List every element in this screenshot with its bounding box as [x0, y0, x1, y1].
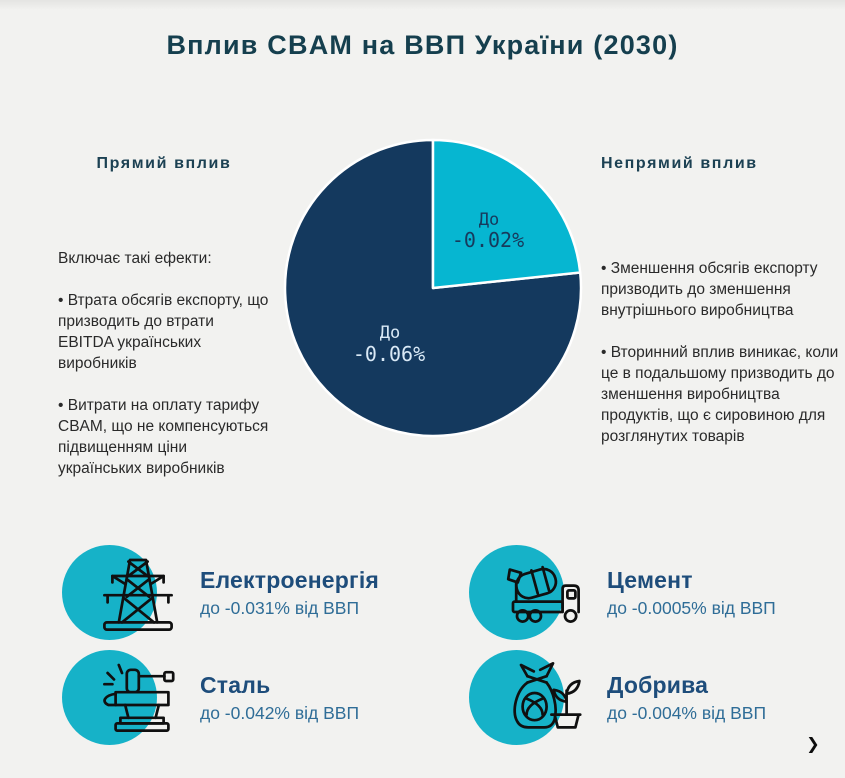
direct-impact-bullet-1: • Втрата обсягів експорту, що призводить… [58, 292, 269, 372]
pie-slice-indirect-impact [431, 138, 582, 290]
sector-item-cement: Цемент до -0.0005% від ВВП [469, 545, 819, 645]
sector-impact: до -0.004% від ВВП [607, 703, 767, 723]
sector-impact: до -0.042% від ВВП [200, 703, 360, 723]
page-title: Вплив CBAM на ВВП України (2030) [166, 30, 679, 60]
pie-label-direct-prefix: До [380, 323, 400, 343]
indirect-impact-bullet-2: • Вторинний вплив виникає, коли це в под… [601, 344, 839, 445]
sector-impact: до -0.0005% від ВВП [607, 598, 776, 618]
direct-impact-bullet-2: • Витрати на оплату тарифу CBAM, що не к… [58, 397, 269, 477]
direct-impact-heading: Прямий вплив [96, 155, 232, 172]
pie-label-indirect-prefix: До [479, 210, 499, 230]
pie-label-indirect-value: -0.02% [452, 228, 524, 252]
sector-impact: до -0.031% від ВВП [200, 598, 360, 618]
direct-impact-panel: Прямий вплив Включає такі ефекти: • Втра… [58, 155, 270, 479]
indirect-impact-panel: Непрямий вплив • Зменшення обсягів експо… [601, 155, 839, 447]
indirect-impact-bullet-1: • Зменшення обсягів експорту призводить … [601, 260, 818, 319]
anvil-icon [103, 663, 175, 732]
fertilizer-bag-icon [513, 662, 582, 729]
pie-label-direct-value: -0.06% [353, 342, 425, 366]
direct-impact-intro: Включає такі ефекти: [58, 250, 212, 267]
sector-item-fertilizers: Добрива до -0.004% від ВВП [469, 650, 819, 750]
icon-disc [62, 650, 157, 745]
sector-item-steel: Сталь до -0.042% від ВВП [62, 650, 412, 750]
cement-truck-icon [506, 565, 580, 623]
sector-name: Електроенергія [200, 567, 380, 593]
sector-name: Цемент [607, 567, 693, 593]
sector-item-electricity: Електроенергія до -0.031% від ВВП [62, 545, 412, 645]
top-edge-shadow [0, 0, 845, 10]
sector-name: Сталь [200, 672, 271, 698]
sector-name: Добрива [607, 672, 709, 698]
power-tower-icon [103, 558, 173, 631]
indirect-impact-heading: Непрямий вплив [601, 155, 758, 172]
next-slide-chevron-icon[interactable]: ❯ [806, 734, 820, 753]
pie-chart: До -0.02% До -0.06% [282, 137, 584, 439]
